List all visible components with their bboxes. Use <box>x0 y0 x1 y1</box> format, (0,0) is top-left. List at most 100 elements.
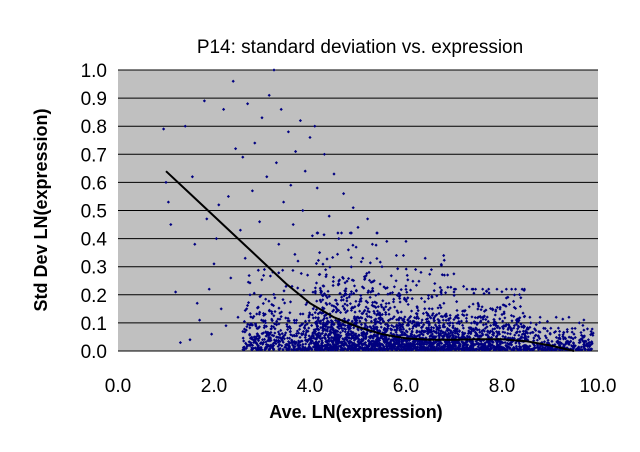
data-point <box>273 309 277 314</box>
data-point <box>276 317 280 321</box>
data-point <box>335 332 339 337</box>
data-point <box>491 333 496 337</box>
data-point <box>243 330 247 334</box>
data-point <box>326 325 330 329</box>
data-point <box>560 341 564 346</box>
data-point <box>258 347 262 352</box>
data-point <box>319 289 324 293</box>
data-point <box>344 310 348 314</box>
data-point <box>351 278 356 283</box>
data-point <box>506 295 510 299</box>
data-point <box>479 339 483 343</box>
data-point <box>329 347 333 352</box>
data-point <box>532 346 536 350</box>
data-point <box>464 343 468 347</box>
data-point <box>345 296 349 300</box>
data-point <box>442 301 446 305</box>
data-point <box>279 328 283 333</box>
data-point <box>439 288 444 292</box>
data-point <box>277 322 281 326</box>
data-point <box>329 330 333 334</box>
data-point <box>363 317 368 321</box>
data-point <box>442 345 447 349</box>
data-point <box>343 330 347 334</box>
data-point <box>579 333 584 337</box>
data-point <box>384 329 388 334</box>
y-tick-label: 0.2 <box>81 286 107 307</box>
data-point <box>412 319 416 324</box>
data-point <box>248 293 252 297</box>
data-point <box>364 323 368 328</box>
data-point <box>530 347 534 352</box>
data-point <box>274 335 279 339</box>
data-point <box>440 273 444 277</box>
data-point <box>526 345 530 349</box>
data-point <box>371 324 376 328</box>
data-point <box>498 341 503 345</box>
data-point <box>452 347 456 351</box>
data-point <box>375 342 379 346</box>
data-point <box>454 329 458 333</box>
data-point <box>495 305 499 310</box>
data-point <box>449 329 453 333</box>
data-point <box>335 329 339 333</box>
data-point <box>329 344 333 349</box>
data-point <box>485 325 489 329</box>
data-point <box>512 305 516 310</box>
data-point <box>353 305 357 309</box>
data-point <box>369 334 374 339</box>
data-point <box>300 322 305 326</box>
data-point <box>259 293 263 298</box>
data-point <box>456 313 460 317</box>
data-point <box>528 325 532 329</box>
data-point <box>520 336 524 340</box>
data-point <box>373 320 377 324</box>
data-point <box>327 336 331 341</box>
data-point <box>528 344 532 348</box>
data-point <box>415 306 419 310</box>
data-point <box>465 287 469 291</box>
data-point <box>431 335 435 339</box>
data-point <box>538 320 542 325</box>
data-point <box>434 330 438 334</box>
data-point <box>415 314 419 318</box>
data-point <box>370 344 375 348</box>
data-point <box>490 329 494 334</box>
data-point <box>406 302 410 307</box>
data-point <box>369 290 373 294</box>
data-point <box>425 342 429 346</box>
data-point <box>441 347 445 351</box>
data-point <box>484 317 488 322</box>
data-point <box>334 335 338 339</box>
data-point <box>453 344 457 349</box>
data-point <box>551 347 555 352</box>
data-point <box>582 347 587 351</box>
data-point <box>413 339 417 343</box>
data-point <box>345 335 349 339</box>
data-point <box>378 311 382 315</box>
data-point <box>536 344 540 348</box>
data-point <box>528 315 532 319</box>
data-point <box>349 324 353 328</box>
data-point <box>323 327 327 331</box>
data-point <box>450 340 454 344</box>
data-point <box>273 327 277 331</box>
data-point <box>384 312 388 316</box>
data-point <box>337 237 341 241</box>
data-point <box>446 332 450 337</box>
data-point <box>417 279 421 283</box>
data-point <box>188 338 192 342</box>
data-point <box>473 330 477 334</box>
data-point <box>438 303 442 307</box>
data-point <box>279 107 283 111</box>
data-point <box>340 295 344 299</box>
data-point <box>480 347 484 352</box>
data-point <box>350 334 355 339</box>
data-point <box>327 294 331 298</box>
data-point <box>433 281 437 286</box>
data-point <box>326 319 330 323</box>
data-point <box>319 332 323 336</box>
data-point <box>420 345 425 350</box>
data-point <box>270 312 274 316</box>
data-point <box>202 99 206 103</box>
